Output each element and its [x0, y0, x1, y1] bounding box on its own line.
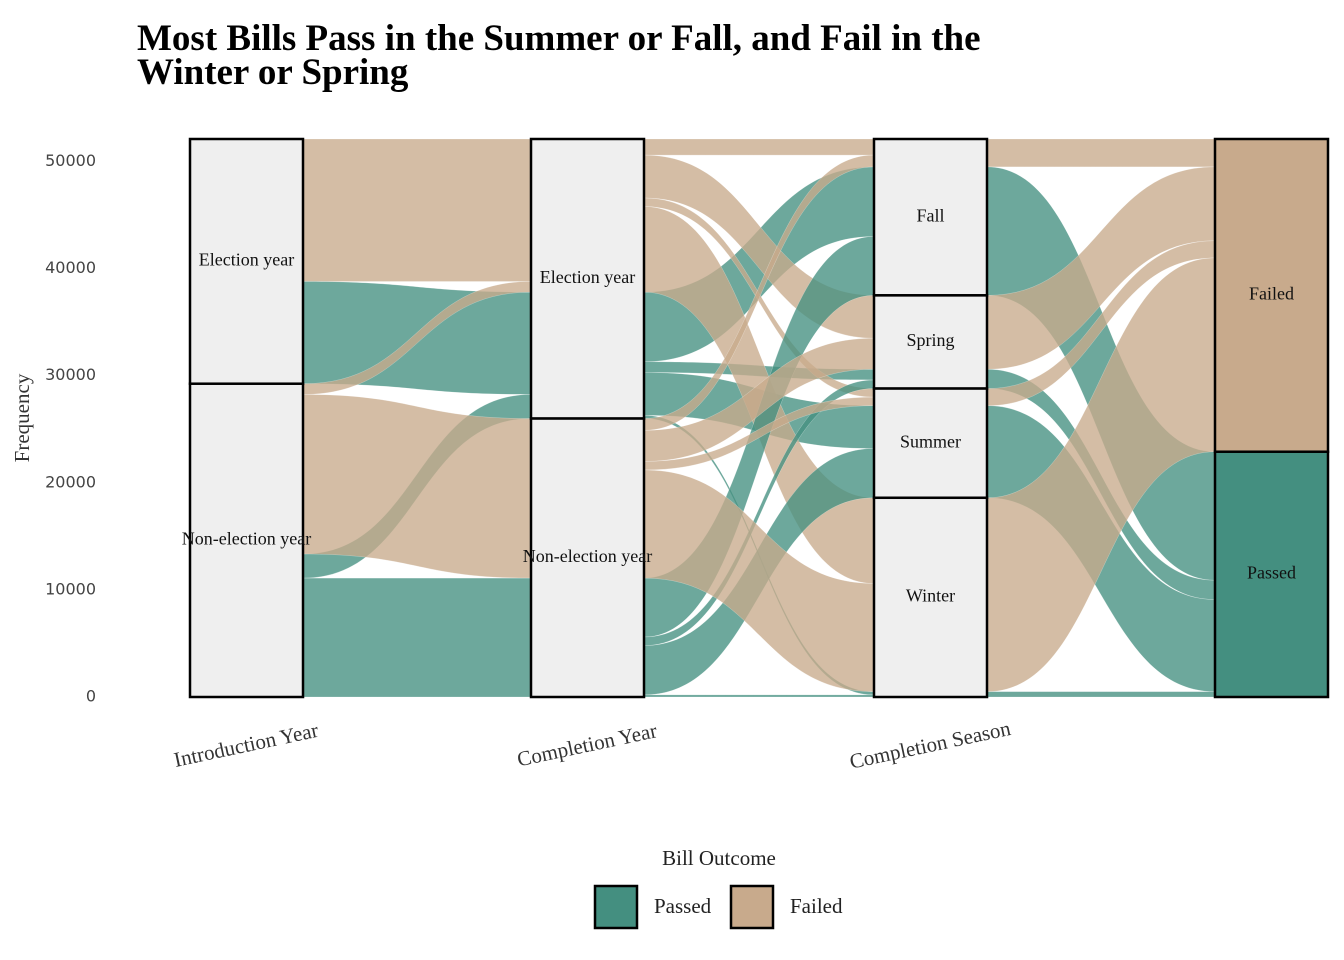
x-axis-label: Completion Year: [515, 718, 659, 771]
stratum: [872, 294, 989, 390]
flow: [302, 577, 532, 698]
stratum-label: Spring: [906, 330, 954, 350]
y-tick-label: 10000: [45, 579, 96, 598]
legend-label: Failed: [790, 894, 843, 918]
y-tick-label: 0: [86, 687, 96, 706]
stratum: [188, 137, 305, 385]
y-axis-label: Frequency: [10, 373, 34, 462]
stratum-label: Non-election year: [523, 546, 652, 566]
flow: [986, 691, 1216, 698]
stratum-label: Passed: [1247, 562, 1296, 582]
legend-swatch: [729, 884, 775, 930]
stratum: [1213, 450, 1330, 699]
stratum: [872, 496, 989, 699]
stratum: [529, 417, 646, 699]
legend-swatch: [593, 884, 639, 930]
y-tick-label: 50000: [45, 151, 96, 170]
stratum-label: Fall: [916, 205, 944, 225]
flow: [643, 138, 875, 156]
legend-title: Bill Outcome: [662, 846, 776, 870]
flow: [643, 694, 875, 698]
y-tick-label: 40000: [45, 258, 96, 277]
stratum-label: Election year: [199, 249, 294, 269]
chart-title: Most Bills Pass in the Summer or Fall, a…: [137, 18, 981, 93]
flow: [986, 138, 1216, 168]
stratum: [529, 137, 646, 420]
flow: [302, 394, 532, 579]
stratum-label: Summer: [900, 431, 961, 451]
y-tick-label: 30000: [45, 365, 96, 384]
stratum-label: Failed: [1249, 283, 1294, 303]
stratum: [188, 382, 305, 699]
x-axis-label: Completion Season: [847, 716, 1013, 774]
flow: [302, 138, 532, 282]
legend-label: Passed: [654, 894, 712, 918]
stratum-label: Winter: [906, 586, 955, 606]
stratum: [872, 387, 989, 500]
stratum-label: Election year: [540, 267, 635, 287]
stratum: [1213, 137, 1330, 453]
x-axis-label: Introduction Year: [172, 718, 321, 772]
stratum: [872, 137, 989, 297]
stratum-label: Non-election year: [182, 528, 311, 548]
y-tick-label: 20000: [45, 472, 96, 491]
